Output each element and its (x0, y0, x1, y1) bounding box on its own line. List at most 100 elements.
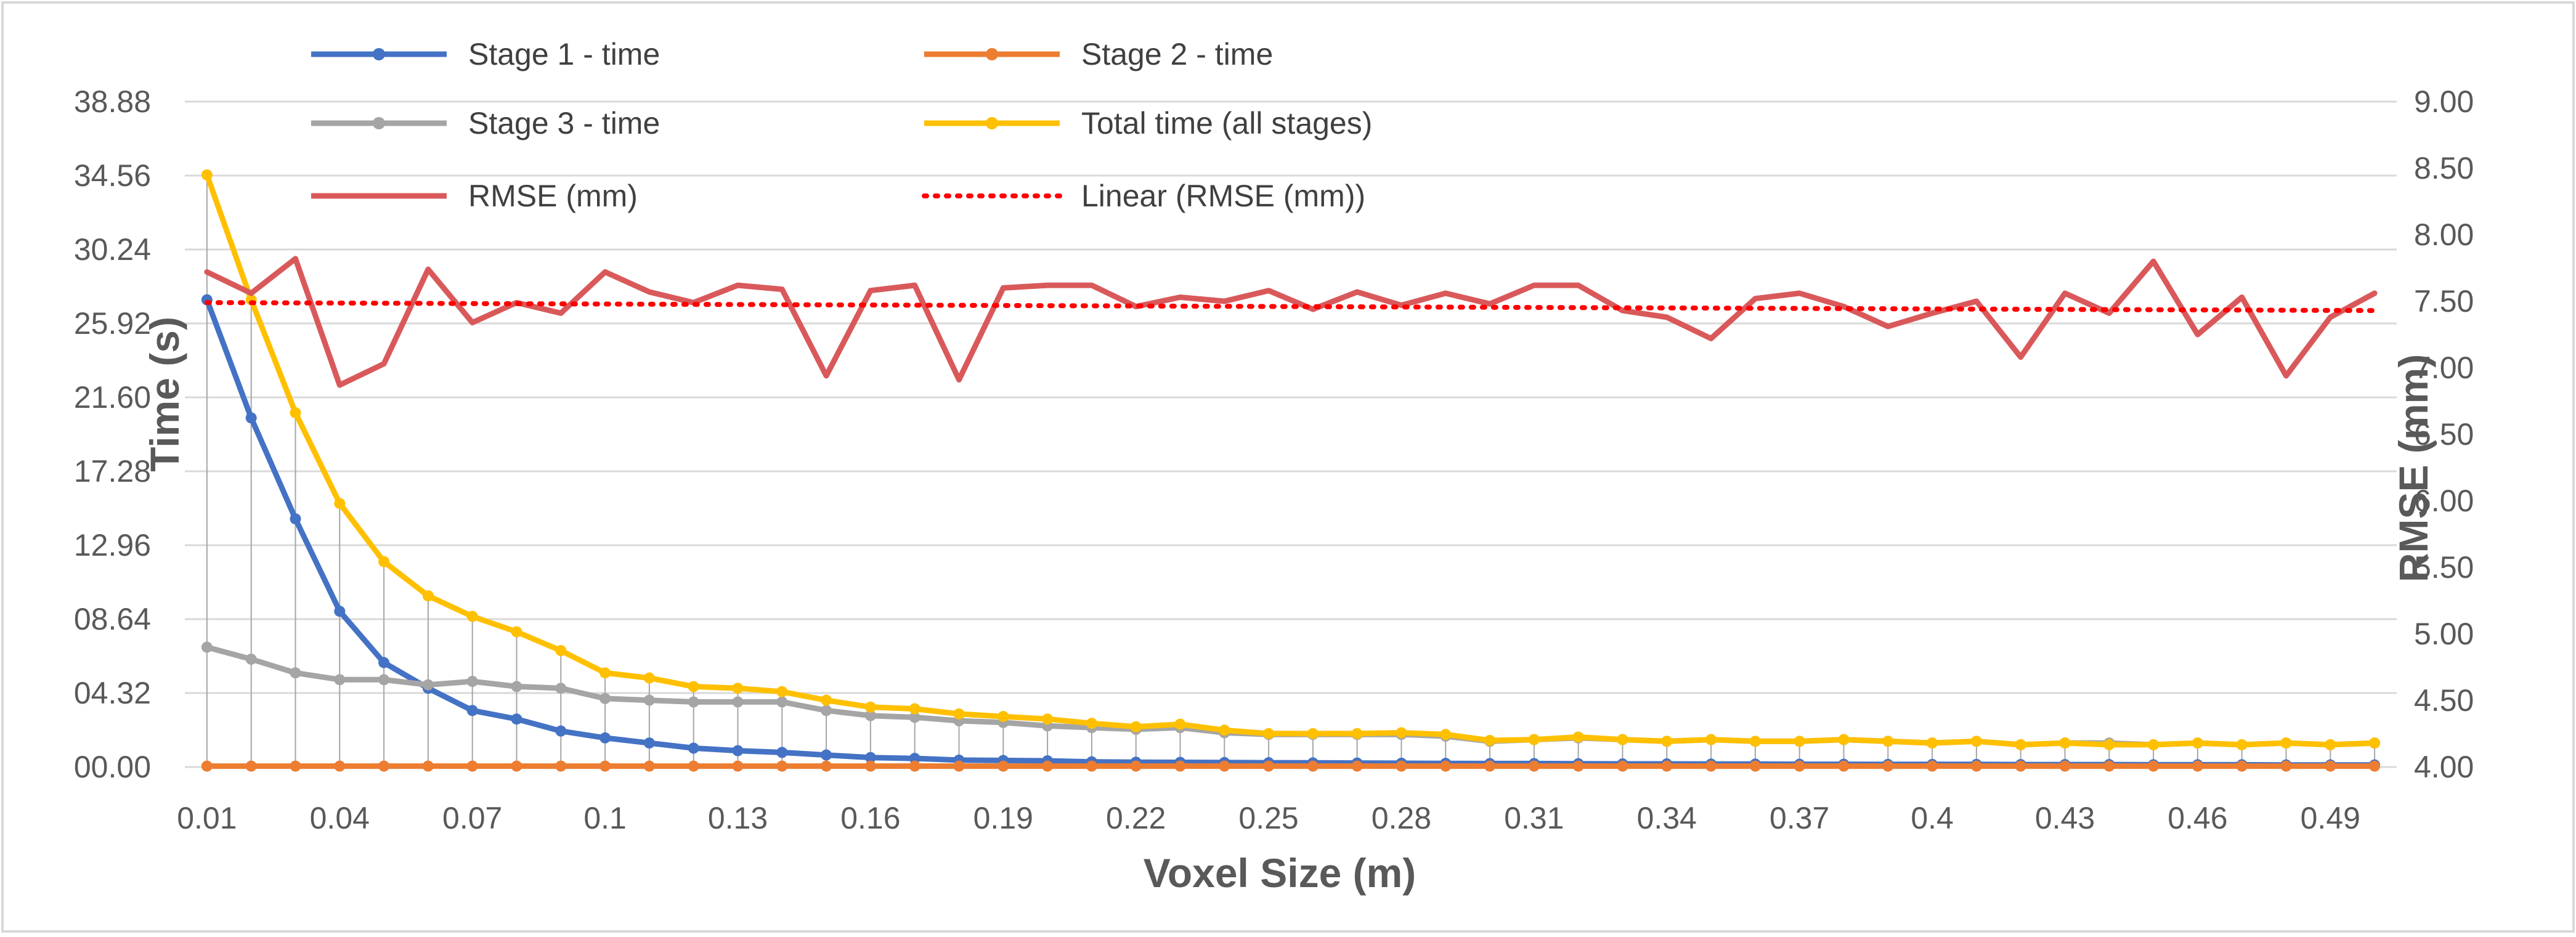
data-point (1484, 734, 1496, 746)
data-point (1838, 760, 1850, 772)
series-linear-rmse-mm (204, 300, 2378, 314)
x-tick-label: 0.34 (1637, 801, 1697, 835)
data-point (466, 610, 478, 622)
y-tick-label: 30.24 (74, 232, 151, 267)
data-point (422, 590, 434, 602)
y2-tick-label: 8.00 (2414, 217, 2474, 252)
data-point (511, 681, 522, 692)
data-point (732, 760, 744, 772)
data-point (997, 760, 1009, 772)
data-point (909, 712, 920, 723)
y-tick-label: 34.56 (74, 158, 151, 193)
data-point (2280, 737, 2292, 749)
data-point (1351, 728, 1363, 739)
x-axis-ticks: 0.01 0.04 0.07 0.1 0.13 0.16 0.19 0.22 0.25 0.28 0… (177, 801, 2360, 835)
x-tick-label: 0.16 (840, 801, 900, 835)
data-point (776, 760, 788, 772)
data-point (1749, 760, 1761, 772)
data-point (1174, 718, 1186, 730)
legend-label: Linear (RMSE (mm)) (1081, 179, 1365, 213)
y-tick-label: 08.64 (74, 602, 151, 636)
data-point (1130, 760, 1142, 772)
data-point (776, 686, 788, 697)
legend-marker (373, 48, 385, 60)
legend-item-rmse-mm: RMSE (mm) (311, 179, 638, 213)
legend-label: Stage 3 - time (468, 106, 660, 140)
legend-marker (986, 48, 998, 60)
data-point (245, 654, 257, 665)
data-point (688, 742, 699, 754)
data-point (2192, 737, 2203, 749)
data-point (1661, 760, 1673, 772)
data-point (864, 701, 876, 713)
x-tick-label: 0.22 (1106, 801, 1166, 835)
data-point (2148, 739, 2160, 750)
data-point (776, 747, 788, 758)
data-point (2059, 737, 2071, 749)
data-point (290, 760, 301, 772)
data-point (2325, 760, 2336, 772)
data-point (1351, 760, 1363, 772)
x-tick-label: 0.04 (310, 801, 370, 835)
x-tick-label: 0.43 (2035, 801, 2095, 835)
data-point (732, 745, 744, 756)
data-point (643, 737, 655, 749)
legend-marker (373, 117, 385, 129)
y2-tick-label: 6.50 (2414, 417, 2474, 452)
data-point (555, 683, 567, 694)
data-point (245, 760, 257, 772)
y-axis-right-ticks: 4.00 4.50 5.00 5.50 6.00 6.50 7.00 7.50 8.00 8.50… (2414, 84, 2474, 784)
data-point (378, 760, 390, 772)
data-point (1927, 760, 1938, 772)
data-point (821, 705, 832, 716)
data-point (1307, 760, 1318, 772)
data-point (997, 711, 1009, 723)
data-point (1396, 727, 1407, 739)
series-total-time-all-stages (201, 169, 2381, 750)
data-point (953, 760, 965, 772)
x-tick-label: 0.19 (973, 801, 1033, 835)
series-line (204, 256, 2378, 388)
data-point (201, 760, 213, 772)
data-point (334, 674, 346, 686)
data-point (643, 760, 655, 772)
data-point (1572, 731, 1584, 743)
data-point (864, 760, 876, 772)
legend-marker (986, 117, 998, 129)
data-point (466, 760, 478, 772)
y2-tick-label: 5.00 (2414, 617, 2474, 651)
data-point (290, 407, 301, 418)
data-point (378, 657, 390, 668)
x-tick-label: 0.01 (177, 801, 237, 835)
data-point (2236, 760, 2248, 772)
y2-tick-label: 4.50 (2414, 683, 2474, 718)
y2-tick-label: 9.00 (2414, 84, 2474, 119)
data-point (688, 760, 699, 772)
data-point (1705, 760, 1717, 772)
x-tick-label: 0.28 (1371, 801, 1431, 835)
data-point (1263, 728, 1275, 739)
data-point (1086, 760, 1097, 772)
data-point (2369, 760, 2381, 772)
data-point (1970, 760, 1982, 772)
y-axis-left-ticks: 00.00 04.32 08.64 12.96 17.28 21.60 25.92 30.24… (74, 84, 151, 784)
data-point (864, 752, 876, 763)
data-point (1749, 736, 1761, 747)
x-tick-label: 0.13 (708, 801, 768, 835)
y2-axis-title: RMSE (mm) (2391, 354, 2436, 582)
y-tick-label: 38.88 (74, 84, 151, 119)
data-point (1661, 736, 1673, 747)
data-point (776, 696, 788, 708)
legend: Stage 1 - time Stage 2 - time Stage 3 - ti… (311, 37, 1372, 213)
data-point (2325, 739, 2336, 750)
y2-tick-label: 4.00 (2414, 750, 2474, 784)
data-point (1528, 734, 1540, 745)
data-point (599, 692, 611, 704)
legend-item-stage-3-time: Stage 3 - time (311, 106, 660, 140)
data-point (555, 760, 567, 772)
data-point (334, 606, 346, 617)
data-point (2369, 737, 2381, 749)
y2-tick-label: 6.00 (2414, 484, 2474, 518)
